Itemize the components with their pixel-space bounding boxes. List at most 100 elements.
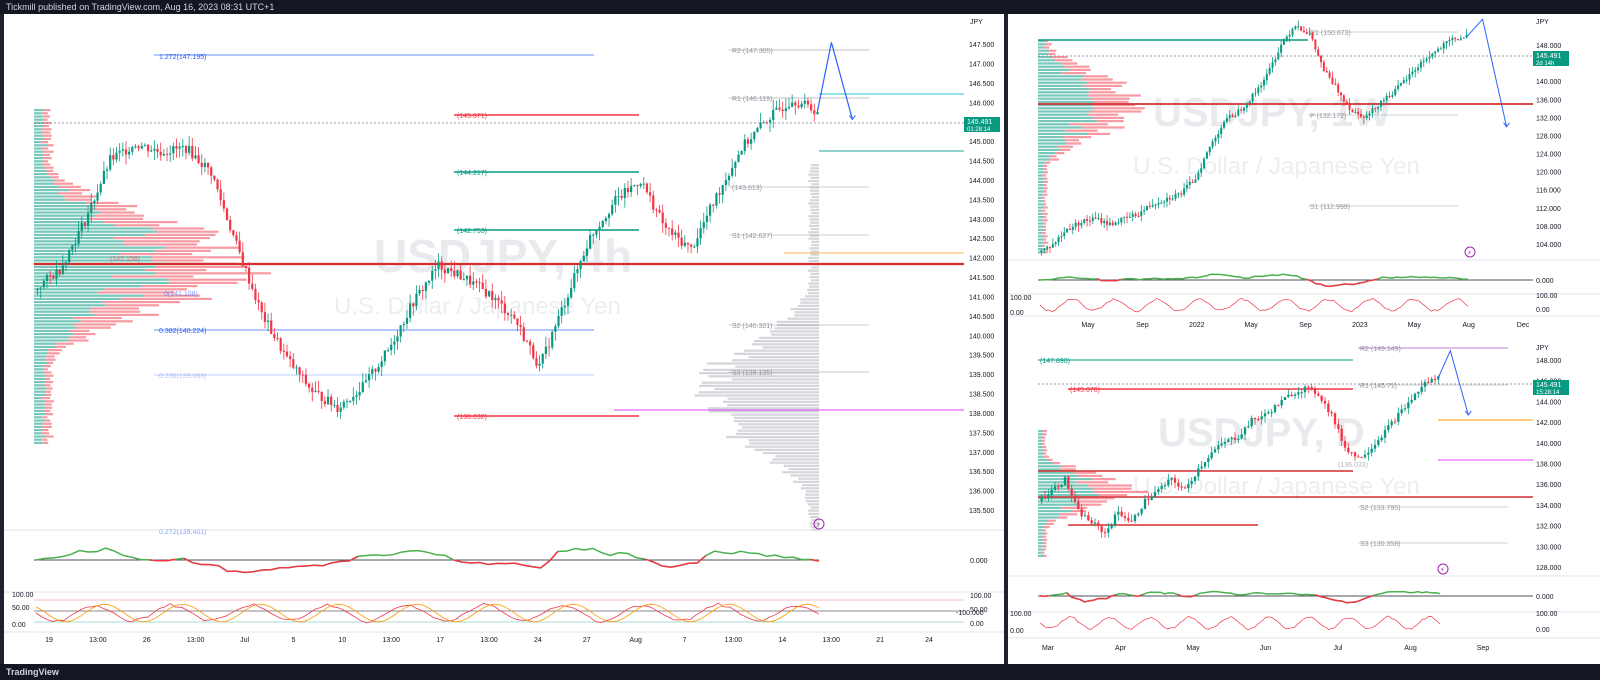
- candle-body[interactable]: [1333, 413, 1337, 425]
- candle-body[interactable]: [251, 283, 254, 289]
- candle-body[interactable]: [1354, 111, 1357, 113]
- candle-body[interactable]: [1294, 26, 1297, 29]
- candle-body[interactable]: [478, 282, 481, 284]
- candle-body[interactable]: [1237, 109, 1240, 116]
- candle-body[interactable]: [1430, 379, 1433, 383]
- candle-body[interactable]: [216, 179, 219, 190]
- candle-body[interactable]: [367, 374, 371, 381]
- candle-body[interactable]: [1107, 528, 1110, 533]
- candle-body[interactable]: [750, 139, 753, 144]
- candle-body[interactable]: [1150, 496, 1153, 500]
- projection-path[interactable]: [816, 42, 854, 120]
- candle-body[interactable]: [1280, 399, 1283, 406]
- candle-body[interactable]: [1417, 67, 1420, 71]
- candle-body[interactable]: [206, 163, 210, 168]
- candle-body[interactable]: [604, 218, 607, 221]
- candle-body[interactable]: [181, 146, 184, 148]
- candle-body[interactable]: [813, 110, 816, 115]
- candle-body[interactable]: [74, 243, 77, 246]
- candle-body[interactable]: [529, 341, 532, 346]
- candle-body[interactable]: [1325, 71, 1328, 73]
- candle-body[interactable]: [1362, 116, 1365, 118]
- candle-body[interactable]: [456, 270, 459, 277]
- candle-body[interactable]: [756, 127, 759, 133]
- candle-body[interactable]: [241, 252, 244, 266]
- candle-body[interactable]: [1063, 477, 1067, 485]
- candle-body[interactable]: [516, 318, 519, 326]
- candle-body[interactable]: [352, 396, 355, 401]
- candle-body[interactable]: [1208, 146, 1211, 153]
- candle-body[interactable]: [292, 359, 295, 368]
- candle-body[interactable]: [1183, 188, 1186, 195]
- candle-body[interactable]: [330, 396, 333, 406]
- candle-body[interactable]: [1046, 246, 1049, 249]
- candle-body[interactable]: [1274, 59, 1277, 63]
- candle-body[interactable]: [393, 341, 396, 345]
- candle-body[interactable]: [68, 250, 71, 263]
- candle-body[interactable]: [648, 192, 652, 196]
- candle-body[interactable]: [1063, 232, 1066, 237]
- candle-body[interactable]: [402, 323, 405, 326]
- candle-body[interactable]: [1282, 40, 1285, 45]
- candle-body[interactable]: [737, 154, 740, 163]
- candle-body[interactable]: [1288, 34, 1291, 37]
- candle-body[interactable]: [405, 317, 409, 324]
- candle-body[interactable]: [810, 104, 813, 111]
- candle-body[interactable]: [481, 282, 484, 289]
- lightning-icon-1d[interactable]: [1437, 563, 1449, 575]
- candle-body[interactable]: [1373, 444, 1377, 449]
- candle-body[interactable]: [1367, 452, 1370, 455]
- candle-body[interactable]: [443, 269, 446, 274]
- candle-body[interactable]: [1217, 445, 1220, 450]
- candle-body[interactable]: [1285, 36, 1288, 41]
- candle-body[interactable]: [1267, 412, 1270, 414]
- candle-body[interactable]: [753, 132, 756, 140]
- candle-body[interactable]: [1054, 242, 1057, 245]
- candle-body[interactable]: [1248, 101, 1251, 104]
- candle-body[interactable]: [1170, 477, 1173, 480]
- candle-body[interactable]: [630, 185, 633, 193]
- candle-body[interactable]: [1245, 103, 1248, 108]
- candle-body[interactable]: [1277, 405, 1280, 407]
- candle-body[interactable]: [1070, 488, 1073, 496]
- candle-body[interactable]: [326, 396, 330, 405]
- candle-body[interactable]: [1439, 48, 1442, 50]
- candles-1d[interactable]: [1040, 374, 1472, 539]
- candle-body[interactable]: [1117, 511, 1120, 515]
- candle-body[interactable]: [364, 380, 368, 383]
- candle-body[interactable]: [39, 287, 42, 289]
- candle-body[interactable]: [1091, 217, 1094, 222]
- candle-body[interactable]: [1140, 508, 1143, 514]
- candle-body[interactable]: [1390, 421, 1393, 426]
- candle-body[interactable]: [1043, 248, 1046, 251]
- candle-body[interactable]: [1060, 236, 1063, 238]
- candle-body[interactable]: [497, 297, 500, 301]
- candle-body[interactable]: [794, 102, 797, 106]
- candle-body[interactable]: [465, 275, 469, 280]
- chart-panel-1d[interactable]: USDJPY, D U.S. Dollar / Japanese Yen R2 …: [1008, 340, 1600, 664]
- candle-body[interactable]: [1317, 393, 1320, 396]
- candle-body[interactable]: [1043, 496, 1047, 499]
- candle-body[interactable]: [459, 270, 462, 280]
- candle-body[interactable]: [1423, 381, 1427, 387]
- candle-body[interactable]: [1153, 491, 1157, 497]
- candle-body[interactable]: [1257, 87, 1260, 93]
- candle-body[interactable]: [1331, 77, 1334, 84]
- candle-body[interactable]: [772, 109, 775, 121]
- candle-body[interactable]: [1431, 53, 1434, 57]
- candle-body[interactable]: [658, 209, 661, 213]
- candle-body[interactable]: [1360, 114, 1362, 117]
- candle-body[interactable]: [203, 163, 207, 167]
- candle-body[interactable]: [140, 145, 143, 149]
- candle-body[interactable]: [1387, 425, 1390, 430]
- candle-body[interactable]: [1317, 49, 1320, 56]
- candle-body[interactable]: [263, 312, 267, 322]
- candle-body[interactable]: [1388, 96, 1391, 98]
- candle-body[interactable]: [427, 280, 431, 283]
- candle-body[interactable]: [1451, 37, 1454, 41]
- candle-body[interactable]: [1110, 524, 1113, 529]
- candle-body[interactable]: [491, 291, 494, 301]
- candle-body[interactable]: [45, 275, 49, 281]
- candle-body[interactable]: [1320, 55, 1323, 63]
- candle-body[interactable]: [1427, 381, 1430, 383]
